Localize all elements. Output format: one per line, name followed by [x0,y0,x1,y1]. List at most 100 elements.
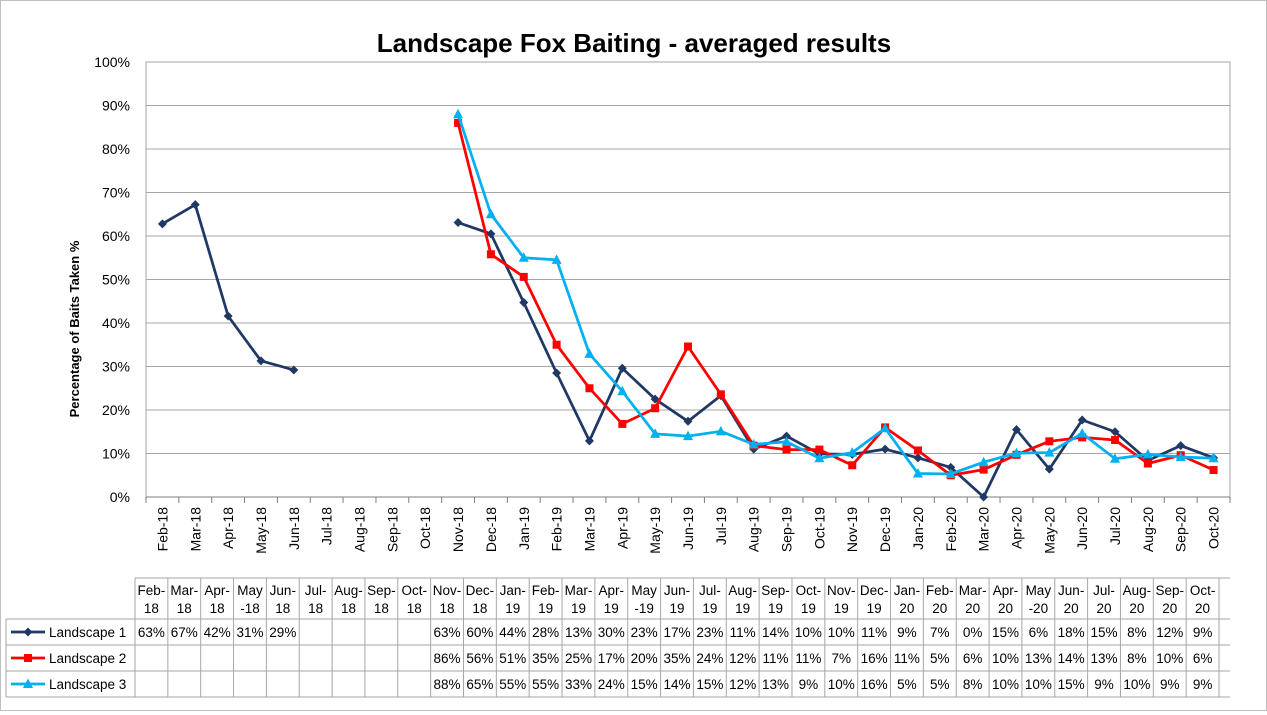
series-line [456,113,1214,476]
table-value-cell: 33% [565,677,592,692]
table-value-cell: 28% [532,625,559,640]
table-value-cell: 25% [565,651,592,666]
table-value-cell: 16% [861,677,888,692]
diamond-marker [23,627,33,637]
gridlines [145,61,1231,503]
x-tick-label: Aug-19 [746,507,762,552]
table-header-cell: Sep- [367,583,396,598]
diamond-marker [584,436,594,446]
table-header-cell: Feb- [138,583,166,598]
table-value-cell: 15% [992,625,1019,640]
legend-label: Landscape 1 [49,625,126,640]
x-tick-label: Mar-18 [187,507,203,552]
table-value-cell: 60% [466,625,493,640]
x-tick-label: Oct-18 [417,507,433,549]
table-header-cell: -20 [1029,601,1049,616]
table-value-cell: 10% [1123,677,1150,692]
x-tick-label: May-18 [253,507,269,554]
table-header-cell: 20 [1129,601,1144,616]
table-header-cell: Aug- [728,583,757,598]
table-value-cell: 14% [1058,651,1085,666]
table-header-cell: Jul- [305,583,327,598]
table-value-cell: 12% [729,677,756,692]
table-value-cell: 65% [466,677,493,692]
triangle-marker [847,447,858,457]
table-header-cell: 19 [669,601,684,616]
triangle-marker [650,428,661,438]
table-header-cell: Feb- [926,583,954,598]
table-header-cell: Mar- [959,583,987,598]
table-value-cell: 17% [663,625,690,640]
table-header-cell: -18 [240,601,260,616]
table-value-cell: 44% [499,625,526,640]
y-tick-label: 30% [102,359,130,375]
legend-key-3 [11,678,45,688]
table-header-cell: Jan- [500,583,526,598]
table-header-cell: May [1026,583,1052,598]
table-header-cell: Oct- [1190,583,1216,598]
x-tick-label: Feb-19 [549,507,565,552]
diamond-marker [880,444,890,454]
diamond-marker [157,219,167,229]
table-value-cell: 10% [992,651,1019,666]
x-tick-label: Mar-19 [581,507,597,552]
diamond-marker [486,229,496,239]
square-marker [1045,437,1054,446]
table-value-cell: 13% [762,677,789,692]
table-header-cell: 19 [505,601,520,616]
square-marker [1143,459,1152,468]
table-header-cell: Oct- [401,583,427,598]
x-tick-label: Feb-20 [943,507,959,552]
triangle-marker [1175,451,1186,461]
triangle-marker [1011,447,1022,458]
diamond-marker [1044,464,1054,474]
square-marker [684,342,692,351]
table-header-cell: 20 [965,601,980,616]
x-tick-label: Apr-18 [220,507,236,549]
table-value-cell: 9% [897,625,917,640]
table-header-cell: Jun- [270,583,296,598]
table-header-cell: Sep- [1155,583,1184,598]
table-value-cell: 67% [171,625,198,640]
diamond-marker [1011,425,1021,435]
x-tick-label: Nov-18 [450,507,466,552]
y-tick-label: 100% [94,54,130,70]
y-tick-label: 60% [102,228,130,244]
table-header-cell: 18 [210,601,225,616]
square-marker [486,250,495,259]
y-tick-label: 20% [102,402,130,418]
x-tick-label: Oct-19 [811,507,827,549]
x-tick-label: Jan-19 [516,507,532,550]
triangle-marker [1110,453,1121,463]
table-header-cell: 20 [1162,601,1177,616]
table-header-cell: Dec- [860,583,889,598]
table-header-cell: 18 [144,601,159,616]
table-header-cell: Aug- [1123,583,1152,598]
x-tick-label: Mar-20 [976,507,992,552]
table-value-cell: 9% [1160,677,1180,692]
table-value-cell: 8% [1127,625,1147,640]
table-header-cell: 20 [998,601,1013,616]
table-header-cell: 20 [1064,601,1079,616]
triangle-marker [781,436,792,446]
square-marker [716,390,725,399]
legend-label: Landscape 2 [49,651,126,666]
table-header-cell: Jan- [894,583,920,598]
table-value-cell: 23% [631,625,658,640]
diamond-marker [289,365,299,375]
table-header-cell: 19 [571,601,586,616]
table-value-cell: 12% [729,651,756,666]
legend-label: Landscape 3 [49,677,126,692]
table-value-cell: 23% [696,625,723,640]
y-tick-label: 70% [102,185,130,201]
square-marker [1111,436,1120,445]
square-marker [454,118,463,127]
table-header-cell: 18 [341,601,356,616]
triangle-marker [1208,452,1219,463]
x-tick-label: Sep-19 [779,507,795,552]
table-header-cell: 20 [899,601,914,616]
table-value-cell: 35% [532,651,559,666]
table-header-cell: Jun- [664,583,690,598]
triangle-marker [617,385,628,396]
diamond-marker [913,453,923,463]
